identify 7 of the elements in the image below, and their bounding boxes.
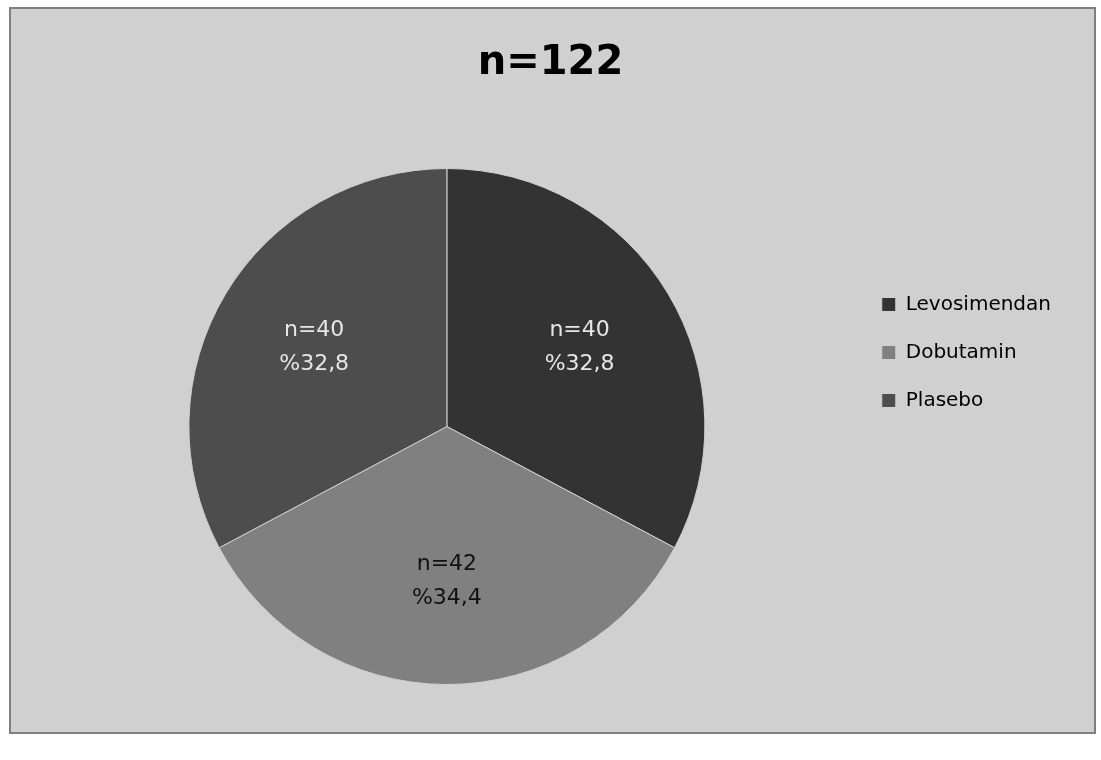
data-label: n=40 %32,8	[279, 315, 350, 375]
data-label: n=40 %32,8	[544, 315, 615, 375]
legend-label: Dobutamin	[905, 338, 1017, 363]
data-label: n=42 %34,4	[411, 550, 482, 610]
legend-label: Plasebo	[905, 386, 984, 411]
chart-title: n=122	[477, 37, 624, 84]
legend-label: Levosimendan	[905, 290, 1051, 315]
